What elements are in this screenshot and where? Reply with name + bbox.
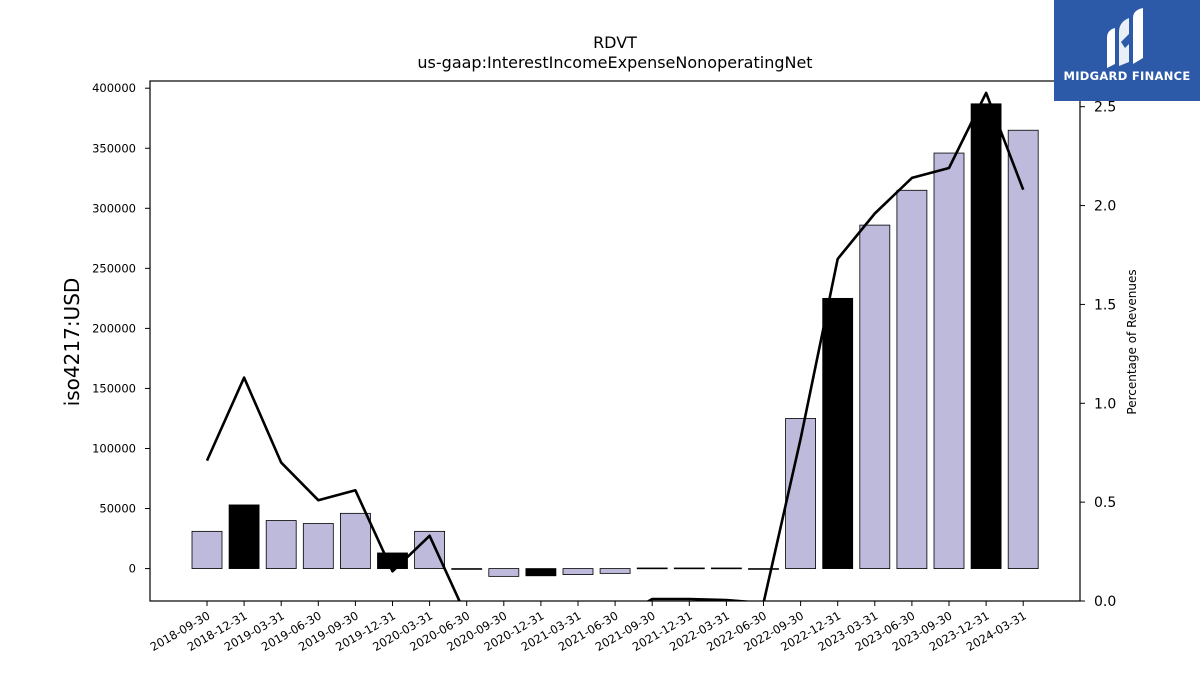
bar bbox=[896, 189, 928, 569]
y2-tick-label: 1.5 bbox=[1094, 297, 1116, 313]
y-tick-label: 350000 bbox=[92, 141, 136, 155]
y-tick-label: 100000 bbox=[92, 441, 136, 455]
bar bbox=[599, 568, 631, 574]
bar-group bbox=[191, 103, 1039, 577]
bar bbox=[748, 568, 779, 570]
y2-axis-label: Percentage of Revenues bbox=[1125, 269, 1139, 414]
bar bbox=[636, 567, 668, 570]
bar bbox=[711, 567, 742, 570]
line-series bbox=[205, 91, 1025, 601]
y-tick-label: 200000 bbox=[92, 321, 136, 335]
chart-subtitle: us-gaap:InterestIncomeExpenseNonoperatin… bbox=[417, 53, 812, 72]
line-group bbox=[205, 91, 1025, 601]
bar bbox=[228, 504, 260, 569]
bar bbox=[859, 224, 891, 569]
bar bbox=[451, 568, 483, 570]
bar bbox=[525, 568, 557, 577]
y-tick-label: 300000 bbox=[92, 201, 136, 215]
y-tick-label: 400000 bbox=[92, 81, 136, 95]
bar bbox=[970, 103, 1002, 569]
bar bbox=[822, 297, 854, 569]
y-tick-label: 0 bbox=[129, 562, 136, 576]
y-tick-label: 150000 bbox=[92, 381, 136, 395]
y2-tick-label: 0.0 bbox=[1094, 594, 1116, 610]
bar bbox=[302, 523, 334, 569]
bar bbox=[933, 152, 965, 569]
bar bbox=[1007, 129, 1039, 569]
y2-tick-label: 1.0 bbox=[1094, 396, 1116, 412]
y2-tick-label: 2.0 bbox=[1094, 199, 1116, 215]
y2-tick-label: 2.5 bbox=[1094, 100, 1116, 116]
chart-title: RDVT bbox=[593, 33, 637, 52]
midgard-finance-logo: MIDGARD FINANCE bbox=[1054, 0, 1200, 101]
y-axis-label: iso4217:USD bbox=[60, 278, 84, 407]
y-tick-label: 250000 bbox=[92, 261, 136, 275]
bar bbox=[488, 568, 520, 577]
y-tick-label: 50000 bbox=[99, 502, 136, 516]
bar bbox=[339, 512, 371, 569]
bar bbox=[673, 567, 705, 570]
y2-tick-label: 0.5 bbox=[1094, 495, 1116, 511]
bar bbox=[191, 530, 223, 569]
bar bbox=[265, 520, 297, 569]
logo-text: MIDGARD FINANCE bbox=[1063, 69, 1191, 83]
bar bbox=[562, 568, 594, 575]
logo-mark-icon bbox=[1107, 8, 1143, 68]
